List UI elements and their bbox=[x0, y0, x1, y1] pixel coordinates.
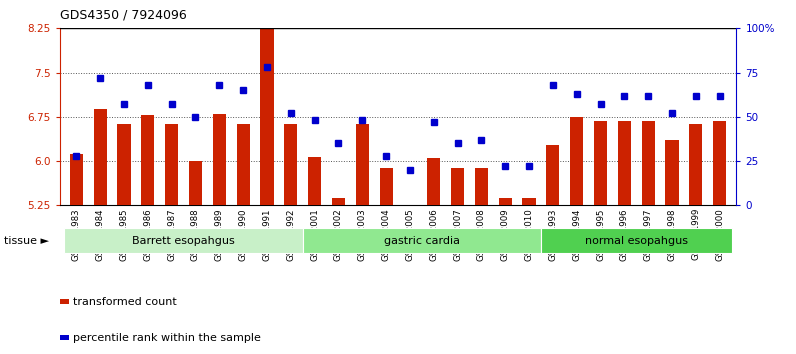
Bar bbox=[356, 125, 369, 205]
Bar bbox=[70, 154, 83, 205]
Bar bbox=[213, 114, 226, 205]
Text: gastric cardia: gastric cardia bbox=[384, 236, 460, 246]
Text: Barrett esopahgus: Barrett esopahgus bbox=[132, 236, 235, 246]
Bar bbox=[165, 125, 178, 205]
Bar bbox=[302, 228, 541, 253]
Bar bbox=[380, 168, 392, 205]
Bar bbox=[142, 115, 154, 205]
Bar bbox=[713, 121, 726, 205]
Text: normal esopahgus: normal esopahgus bbox=[585, 236, 688, 246]
Bar bbox=[284, 125, 298, 205]
Bar bbox=[475, 168, 488, 205]
Bar bbox=[94, 109, 107, 205]
Bar bbox=[118, 125, 131, 205]
Bar bbox=[618, 121, 631, 205]
Bar bbox=[665, 141, 678, 205]
Bar bbox=[546, 144, 560, 205]
Bar bbox=[332, 198, 345, 205]
Bar bbox=[594, 121, 607, 205]
Bar bbox=[642, 121, 654, 205]
Bar bbox=[236, 125, 250, 205]
Bar bbox=[64, 228, 302, 253]
Bar bbox=[427, 158, 440, 205]
Bar bbox=[498, 198, 512, 205]
Bar bbox=[570, 117, 583, 205]
Text: percentile rank within the sample: percentile rank within the sample bbox=[73, 333, 261, 343]
Bar bbox=[451, 168, 464, 205]
Bar bbox=[522, 198, 536, 205]
Bar bbox=[689, 125, 702, 205]
Bar bbox=[308, 157, 321, 205]
Text: tissue ►: tissue ► bbox=[4, 236, 49, 246]
Text: GDS4350 / 7924096: GDS4350 / 7924096 bbox=[60, 9, 186, 22]
Bar bbox=[541, 228, 732, 253]
Text: transformed count: transformed count bbox=[73, 297, 177, 307]
Bar bbox=[189, 161, 202, 205]
Bar bbox=[260, 22, 274, 205]
